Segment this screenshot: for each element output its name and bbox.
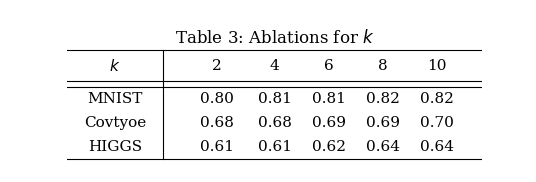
Text: 2: 2 [212, 59, 221, 73]
Text: 0.82: 0.82 [366, 92, 400, 106]
Text: 0.69: 0.69 [312, 116, 346, 130]
Text: 0.81: 0.81 [258, 92, 292, 106]
Text: 0.62: 0.62 [312, 140, 346, 154]
Text: 6: 6 [324, 59, 333, 73]
Text: 0.82: 0.82 [420, 92, 453, 106]
Text: 0.68: 0.68 [199, 116, 234, 130]
Text: 0.64: 0.64 [366, 140, 400, 154]
Text: MNIST: MNIST [87, 92, 143, 106]
Text: 4: 4 [270, 59, 280, 73]
Text: $k$: $k$ [109, 58, 121, 74]
Text: 0.68: 0.68 [258, 116, 292, 130]
Text: 0.81: 0.81 [312, 92, 346, 106]
Text: 0.61: 0.61 [258, 140, 292, 154]
Text: 0.64: 0.64 [420, 140, 453, 154]
Text: 0.80: 0.80 [199, 92, 234, 106]
Text: 0.69: 0.69 [366, 116, 400, 130]
Text: 0.70: 0.70 [420, 116, 453, 130]
Text: 10: 10 [427, 59, 446, 73]
Text: Covtyoe: Covtyoe [84, 116, 146, 130]
Text: 8: 8 [378, 59, 388, 73]
Text: 0.61: 0.61 [199, 140, 234, 154]
Text: HIGGS: HIGGS [88, 140, 142, 154]
Text: Table 3: Ablations for $k$: Table 3: Ablations for $k$ [175, 29, 375, 47]
